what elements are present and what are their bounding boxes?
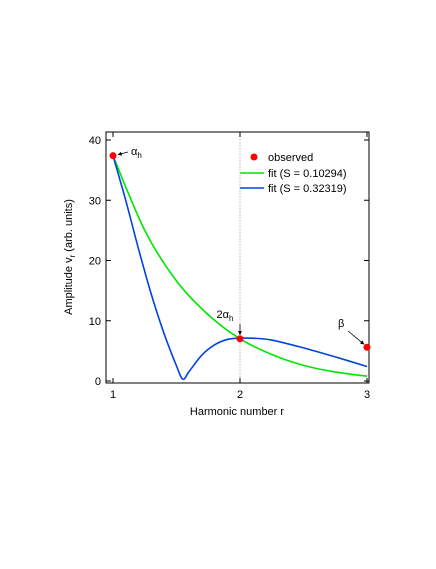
annotation-label: β [338,318,344,330]
plot-frame [105,131,370,384]
annotation-sub: h [137,151,141,160]
y-axis-label-tail: (arb. units) [63,199,75,255]
x-tick-label: 1 [110,389,116,401]
y-tick-label: 0 [95,376,101,388]
legend-label-observed: observed [268,152,313,164]
annotation-base: α [131,146,138,158]
y-axis-label-sub: r [68,254,77,257]
annotation-label: αh [131,146,142,160]
legend: observed fit (S = 0.10294) fit (S = 0.3231… [240,152,347,195]
axis-ticks: 0 10 20 30 40 1 2 3 [89,132,370,401]
annotation-arrow [347,330,365,345]
series-line-2 [112,155,368,381]
legend-label-2: fit (S = 0.32319) [268,183,347,195]
annotation-base: β [338,318,344,330]
y-tick-label: 10 [89,316,101,328]
y-axis-label: Amplitude vr (arb. units) [63,199,77,315]
y-axis-label-main: Amplitude v [63,257,75,315]
x-tick-label: 2 [237,389,243,401]
observed-point [109,152,117,160]
legend-label-1: fit (S = 0.10294) [268,168,347,180]
x-axis-label: Harmonic number r [190,406,284,418]
annotation-sub: h [229,314,233,323]
legend-marker-observed [250,153,258,161]
y-tick-label: 30 [89,195,101,207]
y-tick-label: 20 [89,256,101,268]
observed-point [236,335,244,343]
annotation-arrow [117,151,129,156]
x-tick-label: 3 [364,389,370,401]
annotation-base: 2α [217,309,230,321]
annotation-label: 2αh [217,309,234,323]
observed-point [363,343,371,351]
observed-points [109,152,371,351]
y-tick-label: 40 [89,135,101,147]
